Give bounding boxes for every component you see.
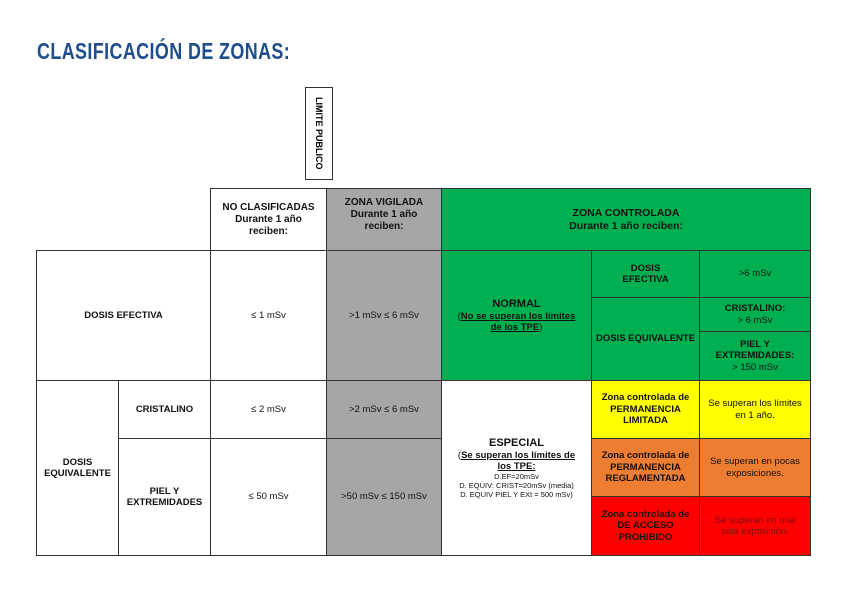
header-zona-controlada: ZONA CONTROLADA Durante 1 año reciben: [441,188,811,251]
normal-dosis-efectiva: DOSIS EFECTIVA [591,250,700,298]
normal-efectiva-valor: >6 mSv [699,250,811,298]
row-label-cristalino: CRISTALINO [118,380,211,439]
header-no-clasificadas: NO CLASIFICADAS Durante 1 año reciben: [210,188,327,251]
zona-especial: ESPECIAL (Se superan los límites de los … [441,380,592,556]
desc-permanencia-reglamentada: Se superan en pocas exposiciones. [699,438,811,497]
page-title: CLASIFICACIÓN DE ZONAS: [37,38,291,64]
header-zona-vigilada: ZONA VIGILADA Durante 1 año reciben: [326,188,442,251]
zona-permanencia-reglamentada: Zona controlada de PERMANENCIA REGLAMENT… [591,438,700,497]
normal-dosis-equivalente: DOSIS EQUIVALENTE [591,297,700,381]
cell-cristalino-vigilada: >2 mSv ≤ 6 mSv [326,380,442,439]
row-label-piel: PIEL Y EXTREMIDADES [118,438,211,556]
desc-permanencia-limitada: Se superan los límites en 1 año. [699,380,811,439]
row-label-dosis-equivalente: DOSIS EQUIVALENTE [36,380,119,556]
cell-piel-vigilada: >50 mSv ≤ 150 mSv [326,438,442,556]
cell-efectiva-no-clasificadas: ≤ 1 mSv [210,250,327,381]
limite-publico-label: LIMITE PUBLICO [305,87,333,180]
cell-efectiva-vigilada: >1 mSv ≤ 6 mSv [326,250,442,381]
zona-permanencia-limitada: Zona controlada de PERMANENCIA LIMITADA [591,380,700,439]
zona-acceso-prohibido: Zona controlada de DE ACCESO PROHIBIDO [591,496,700,556]
row-label-dosis-efectiva: DOSIS EFECTIVA [36,250,211,381]
zona-normal: NORMAL (No se superan los límites de los… [441,250,592,381]
normal-cristalino: CRISTALINO: > 6 mSv [699,297,811,332]
normal-piel: PIEL Y EXTREMIDADES: > 150 mSv [699,331,811,381]
cell-piel-no-clasificadas: ≤ 50 mSv [210,438,327,556]
desc-acceso-prohibido: Se superan en una sola exposición. [699,496,811,556]
cell-cristalino-no-clasificadas: ≤ 2 mSv [210,380,327,439]
